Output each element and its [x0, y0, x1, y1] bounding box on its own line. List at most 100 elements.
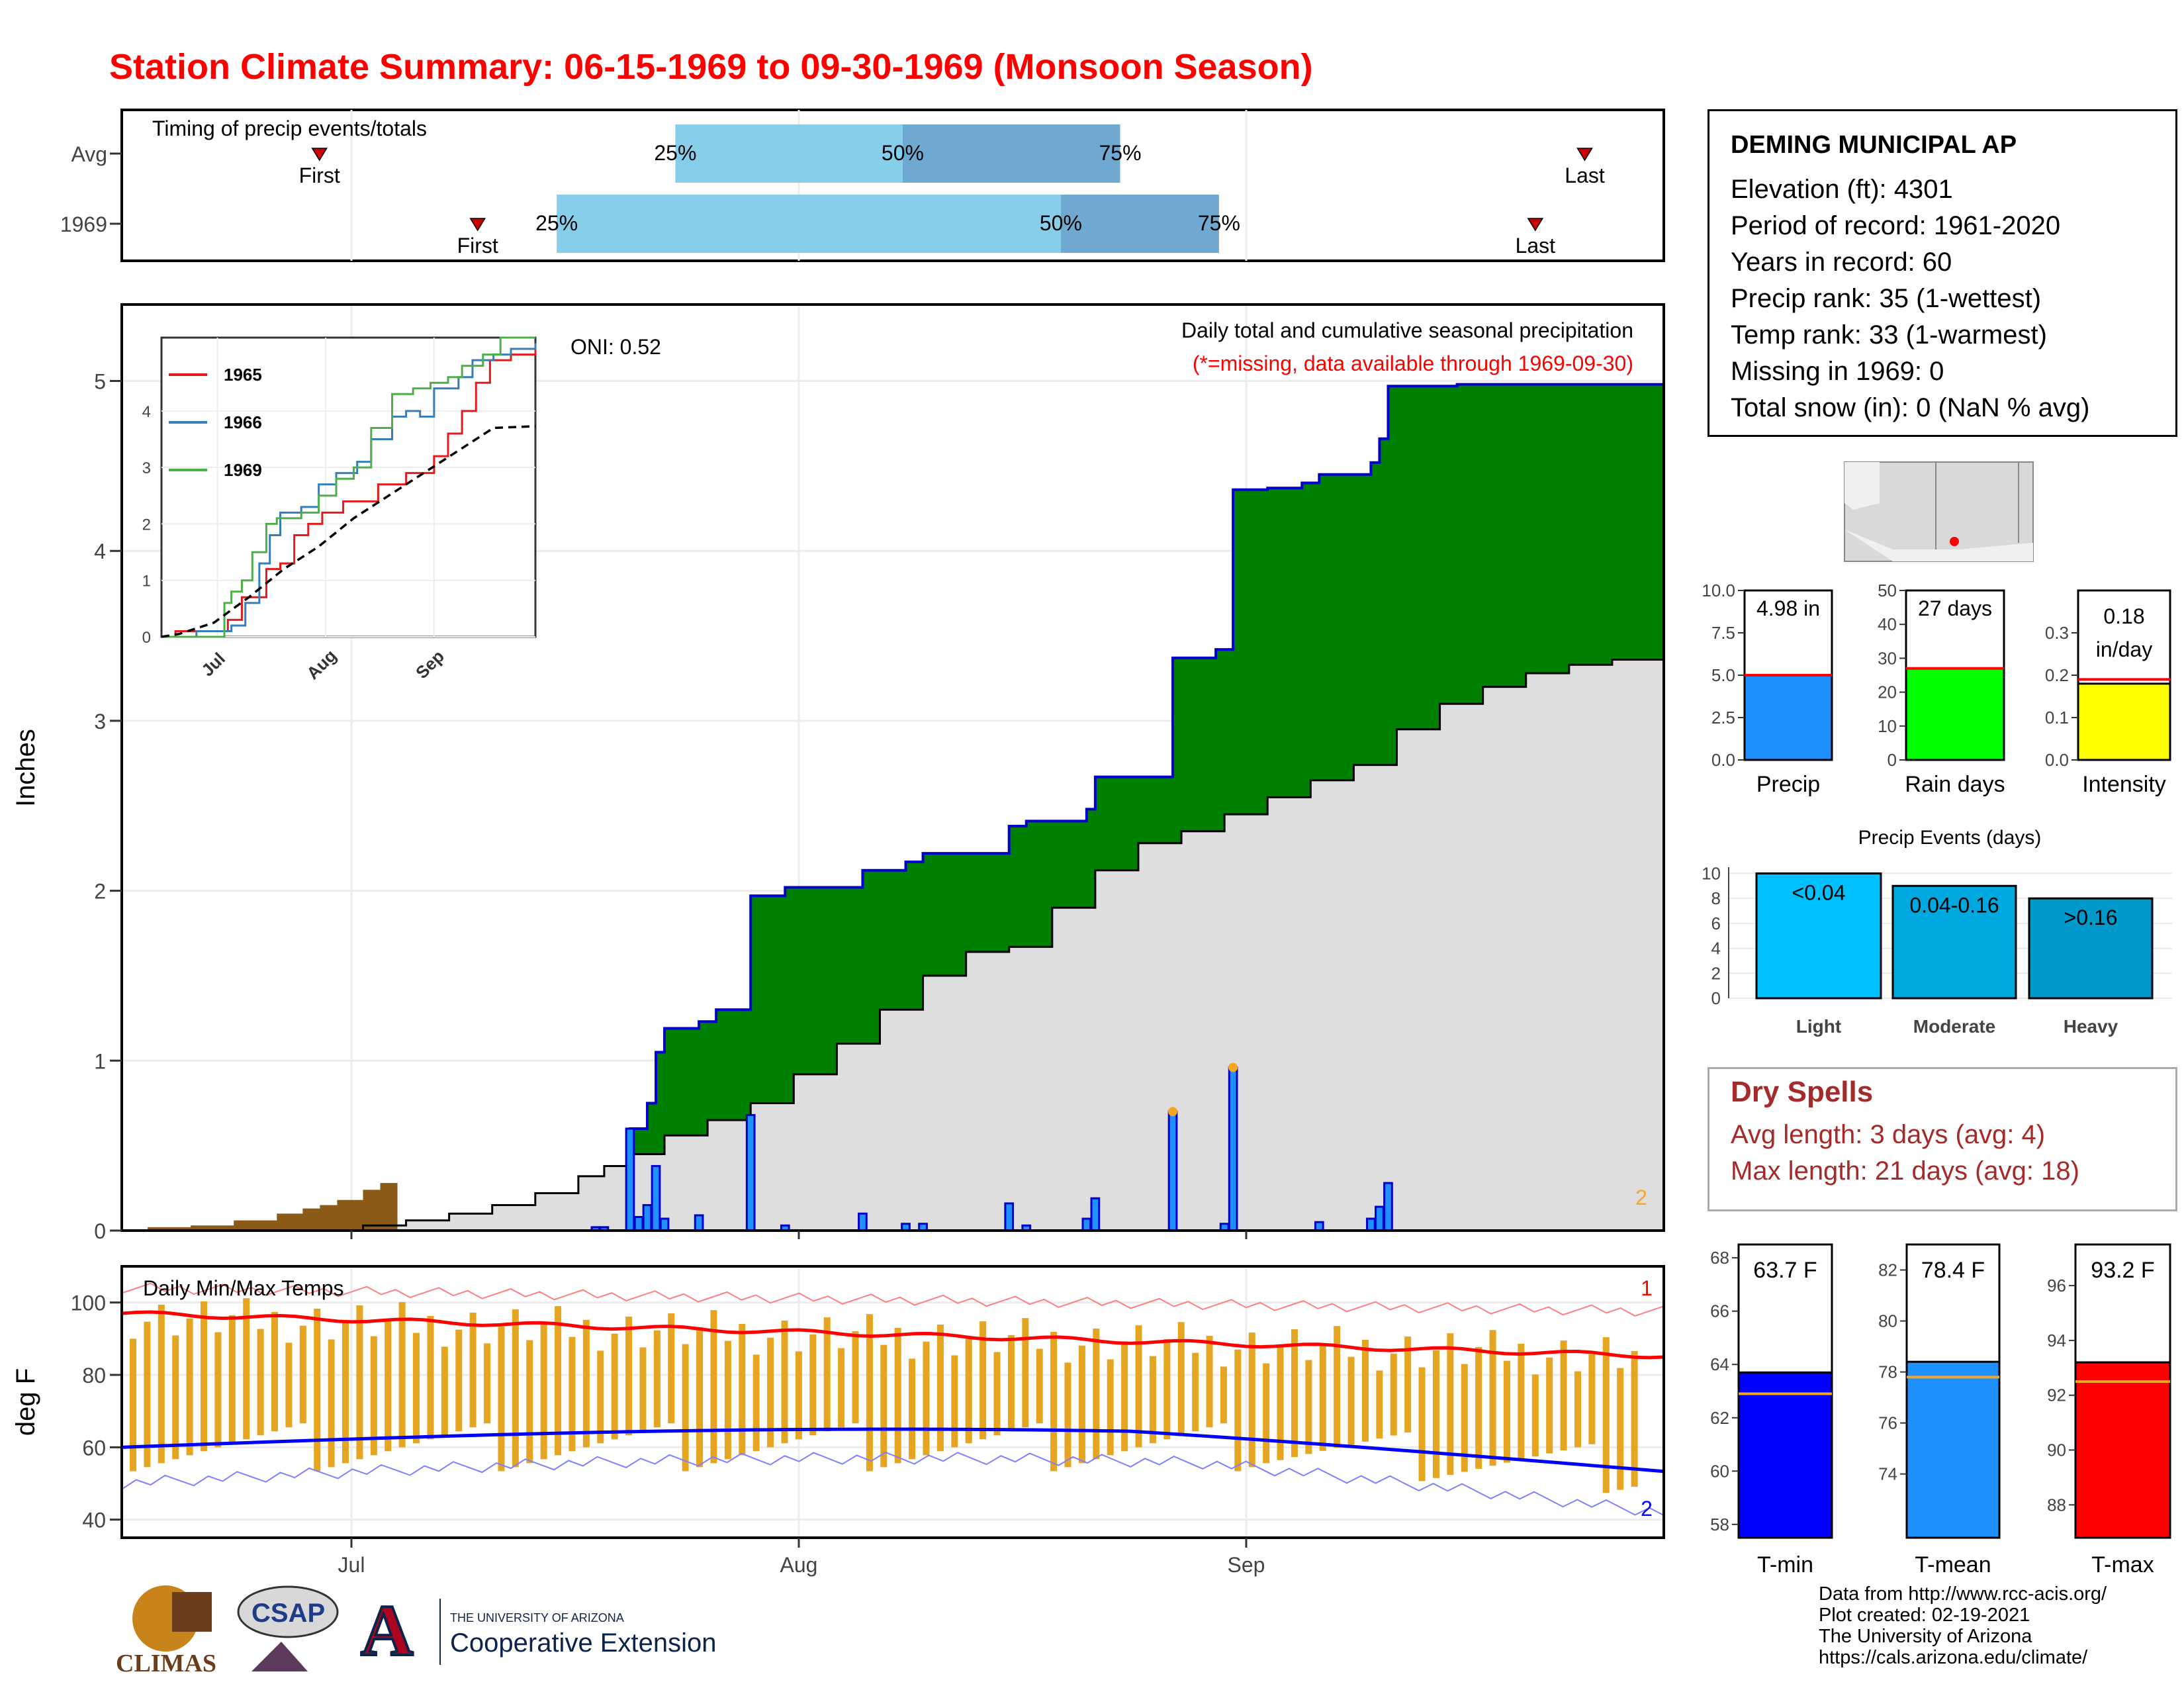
- tbar-ytick-label: 94: [2047, 1331, 2066, 1350]
- daily-temp-bar: [1475, 1346, 1482, 1469]
- daily-temp-bar: [385, 1319, 392, 1452]
- daily-temp-bar: [880, 1344, 887, 1468]
- average-line: [320, 656, 1665, 1232]
- daily-temp-bar: [639, 1347, 647, 1432]
- inset-ytick-label: 1: [142, 573, 151, 590]
- tbar-bar: [2074, 1361, 2171, 1539]
- events-bin-label: 0.04-0.16: [1909, 893, 1999, 917]
- events-ytick-label: 2: [1711, 963, 1721, 983]
- events-title: Precip Events (days): [1858, 827, 2042, 849]
- daily-temp-bar: [370, 1336, 377, 1456]
- daily-temp-bar: [540, 1323, 547, 1460]
- inset-ytick-label: 2: [142, 516, 151, 534]
- daily-temp-bar: [1220, 1366, 1227, 1424]
- daily-temp-bar: [965, 1338, 972, 1444]
- daily-temp-bar: [739, 1323, 746, 1456]
- mini-category-label: Intensity: [2082, 772, 2166, 797]
- events-chart: Precip Events (days) 0 2 4 6 8 10 <0.04 Light 0.0…: [1702, 827, 2172, 1037]
- daily-temp-bar: [1418, 1367, 1426, 1481]
- daily-temp-bar: [243, 1298, 250, 1440]
- temp-y-axis-label: deg F: [11, 1368, 40, 1436]
- temp-ytick-label: 80: [82, 1364, 106, 1387]
- tbar-ytick-label: 82: [1878, 1260, 1897, 1280]
- ua-logo: A THE UNIVERSITY OF ARIZONA Cooperative …: [359, 1589, 716, 1672]
- daily-temp-bar: [299, 1325, 306, 1424]
- daily-temp-bar: [1560, 1340, 1567, 1450]
- tbar-ytick-label: 90: [2047, 1440, 2066, 1460]
- daily-precip-bar: [1167, 1110, 1178, 1232]
- timing-marker: [1527, 218, 1544, 232]
- preseason-area: [122, 1174, 398, 1231]
- dry-spells-max: Max length: 21 days (avg: 18): [1731, 1156, 2079, 1186]
- daily-temp-bar: [1489, 1330, 1496, 1466]
- tbar-ytick-label: 62: [1710, 1408, 1729, 1428]
- temp-panel: 40 60 80 100 Daily Min/Max Temps 1 2 deg F Jul Au…: [11, 1265, 1665, 1577]
- daily-precip-bar: [642, 1203, 653, 1232]
- daily-temp-bar: [1206, 1335, 1213, 1428]
- tbar-ytick-label: 74: [1878, 1464, 1897, 1484]
- events-category-label: Heavy: [2064, 1016, 2118, 1037]
- record-min-line: [121, 1451, 1664, 1516]
- inset-legend-label: 1965: [224, 365, 262, 385]
- station-temp-rank: Temp rank: 33 (1-warmest): [1731, 320, 2047, 350]
- daily-temp-bar: [597, 1350, 604, 1444]
- inset-ytick-label: 3: [142, 459, 151, 477]
- daily-temp-bar: [214, 1332, 222, 1448]
- precip-subtitle: Daily total and cumulative seasonal prec…: [1181, 318, 1633, 342]
- daily-temp-bar: [144, 1321, 151, 1468]
- daily-temp-bar: [1263, 1363, 1270, 1464]
- temp-summary-bars: 63.7 F 58 60 62 64 66 68 T-min 78.4 F 74 76 78 80 82 T…: [1710, 1243, 2171, 1577]
- inset-series-1966: [161, 343, 537, 638]
- events-ytick-label: 0: [1711, 988, 1721, 1008]
- daily-temp-bar: [852, 1331, 859, 1424]
- daily-temp-bar: [894, 1327, 901, 1464]
- daily-temp-bar: [781, 1321, 788, 1444]
- inset-series-1965: [161, 349, 537, 638]
- daily-temp-bar: [1432, 1350, 1439, 1478]
- temp-xtick-label: Jul: [338, 1553, 365, 1577]
- mini-ytick-label: 0.3: [2045, 623, 2069, 643]
- timing-marker: [469, 218, 486, 232]
- missing-note: (*=missing, data available through 1969-…: [1193, 352, 1633, 375]
- daily-precip-bar: [633, 1215, 644, 1232]
- mini-ytick-label: 40: [1878, 614, 1897, 634]
- events-ytick-label: 4: [1711, 939, 1721, 959]
- events-ytick-label: 8: [1711, 888, 1721, 908]
- tbar-ytick-label: 92: [2047, 1385, 2066, 1405]
- inset-series-1969: [161, 336, 535, 638]
- daily-temp-bar: [398, 1302, 406, 1448]
- normal-max-line: [121, 1310, 1664, 1360]
- inset-legend-label: 1969: [224, 460, 262, 480]
- tbar-ytick-label: 58: [1710, 1515, 1729, 1534]
- daily-temp-bar: [1277, 1346, 1284, 1460]
- daily-temp-bar: [767, 1337, 774, 1448]
- daily-temp-bar: [427, 1315, 434, 1440]
- daily-temp-bar: [936, 1325, 944, 1452]
- daily-temp-bar: [1177, 1322, 1185, 1436]
- events-bin-label: <0.04: [1792, 880, 1846, 904]
- map-outside-region: [1844, 530, 2033, 561]
- daily-precip-bar: [745, 1113, 756, 1232]
- events-ytick-label: 6: [1711, 914, 1721, 933]
- tbar-ytick-label: 76: [1878, 1413, 1897, 1433]
- precip-ytick-label: 4: [94, 539, 106, 563]
- daily-temp-bar: [1107, 1359, 1114, 1456]
- events-category-label: Moderate: [1913, 1016, 1995, 1037]
- daily-temp-bar: [1305, 1360, 1312, 1454]
- daily-temp-bar: [328, 1339, 335, 1468]
- daily-flag-marker: [1168, 1107, 1178, 1117]
- mini-ytick-label: 0.2: [2045, 665, 2069, 685]
- daily-temp-bar: [1404, 1336, 1412, 1432]
- daily-precip-bar: [1228, 1066, 1238, 1232]
- timing-q-label: 50%: [882, 141, 924, 165]
- tbar-value-label: 63.7 F: [1753, 1258, 1817, 1283]
- daily-temp-bar: [1163, 1338, 1171, 1440]
- station-period: Period of record: 1961-2020: [1731, 211, 2061, 240]
- daily-temp-bar: [1531, 1374, 1539, 1457]
- inset-frame: [160, 336, 537, 638]
- daily-precip-bar: [694, 1214, 704, 1232]
- chart-title: Station Climate Summary: 06-15-1969 to 0…: [109, 47, 1313, 87]
- daily-temp-bar: [1334, 1326, 1341, 1448]
- daily-temp-bar: [979, 1321, 987, 1440]
- daily-temp-bar: [1036, 1348, 1043, 1424]
